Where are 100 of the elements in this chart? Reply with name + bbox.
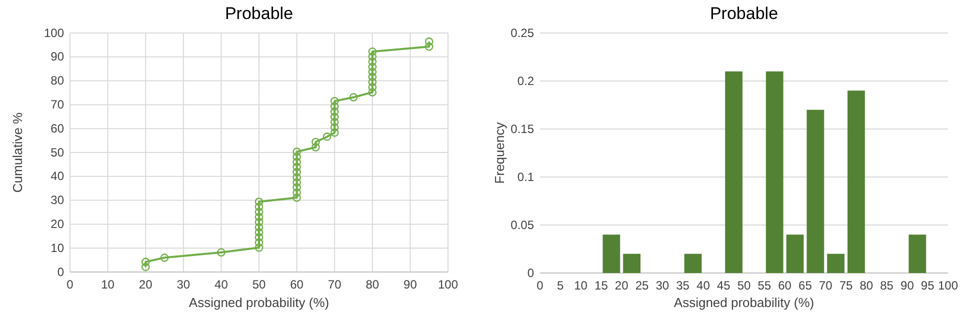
x-tick-label: 10 — [574, 278, 588, 293]
y-tick-label: 100 — [44, 26, 64, 40]
x-tick-label: 95 — [920, 278, 935, 293]
x-tick-label: 20 — [138, 278, 153, 292]
point — [424, 37, 434, 46]
point — [160, 254, 169, 262]
point — [292, 188, 301, 197]
point — [330, 123, 339, 132]
x-tick-label: 100 — [438, 278, 458, 292]
y-tick-label: 0.25 — [510, 26, 534, 40]
y-tick-label: 0.1 — [517, 170, 534, 184]
point — [349, 93, 358, 102]
point — [368, 83, 377, 92]
y-tick-label: 40 — [50, 169, 64, 184]
y-tick-label: 90 — [50, 50, 64, 64]
point — [217, 248, 226, 257]
y-tick-label: 20 — [50, 217, 64, 232]
x-tick-label: 70 — [818, 278, 833, 293]
x-tick-label: 90 — [900, 278, 914, 293]
x-tick-label: 50 — [252, 278, 266, 292]
point — [330, 107, 339, 116]
x-tick-label: 30 — [656, 278, 670, 293]
x-tick-label: 35 — [676, 278, 690, 293]
point — [254, 212, 264, 222]
point — [292, 178, 301, 187]
point — [312, 143, 320, 152]
x-tick-label: 0 — [66, 278, 74, 292]
y-tick-label: 0.2 — [517, 74, 534, 88]
point — [292, 168, 301, 176]
x-tick-label: 50 — [737, 278, 751, 293]
point — [292, 158, 301, 166]
point — [254, 218, 264, 226]
point — [330, 118, 339, 126]
x-tick-label: 60 — [778, 278, 792, 293]
point — [254, 243, 264, 252]
x-tick-label: 40 — [696, 278, 710, 293]
point — [330, 96, 339, 106]
x-tick-label: 15 — [594, 278, 608, 293]
chart-title: Probable — [224, 4, 294, 23]
x-tick-label: 65 — [798, 278, 812, 293]
point — [368, 88, 377, 96]
x-tick-label: 55 — [758, 278, 772, 293]
y-axis-title: Frequency — [492, 122, 507, 184]
point — [368, 78, 377, 86]
point — [330, 102, 339, 111]
x-tick-label: 45 — [716, 278, 731, 293]
x-tick-label: 80 — [860, 278, 874, 293]
point — [254, 228, 264, 236]
x-tick-label: 80 — [366, 278, 380, 292]
x-tick-label: 0 — [536, 278, 544, 293]
y-tick-label: 0 — [527, 266, 534, 280]
point — [141, 258, 150, 266]
chart-title: Probable — [710, 4, 778, 23]
y-tick-label: 0 — [57, 264, 64, 279]
y-axis-title: Cumulative % — [10, 112, 25, 193]
point — [368, 62, 377, 72]
point — [368, 47, 377, 56]
x-tick-label: 10 — [101, 278, 115, 292]
y-tick-label: 0.15 — [510, 122, 534, 136]
y-tick-label: 70 — [50, 98, 64, 112]
y-tick-label: 60 — [50, 121, 64, 136]
point — [368, 52, 377, 61]
point — [141, 262, 150, 272]
point — [254, 198, 264, 206]
x-tick-label: 5 — [557, 278, 564, 293]
x-tick-label: 20 — [614, 278, 629, 293]
point — [292, 173, 301, 182]
y-tick-label: 30 — [50, 193, 64, 208]
point — [254, 202, 264, 211]
y-tick-label: 10 — [50, 240, 64, 255]
point — [330, 128, 339, 137]
y-tick-label: 80 — [50, 74, 64, 88]
point — [330, 112, 339, 122]
x-tick-label: 100 — [938, 278, 958, 293]
y-tick-label: 0.05 — [510, 218, 534, 232]
point — [292, 194, 301, 202]
point — [292, 162, 301, 172]
point — [368, 58, 377, 66]
x-tick-label: 70 — [328, 278, 342, 292]
x-tick-label: 60 — [290, 278, 304, 292]
point — [368, 68, 377, 76]
point — [292, 183, 301, 192]
point — [368, 72, 377, 82]
point — [254, 223, 264, 232]
x-axis-title: Assigned probability (%) — [188, 295, 330, 310]
point — [292, 152, 301, 161]
point — [424, 42, 434, 51]
x-tick-label: 30 — [176, 278, 190, 292]
point — [322, 132, 332, 141]
x-axis-title: Assigned probability (%) — [674, 295, 814, 310]
point — [312, 138, 320, 146]
x-tick-label: 85 — [880, 278, 894, 293]
point — [254, 208, 264, 216]
y-tick-label: 50 — [50, 145, 64, 160]
x-tick-label: 40 — [214, 278, 228, 292]
point — [292, 148, 301, 156]
point — [254, 233, 264, 242]
x-tick-label: 75 — [839, 278, 853, 293]
point — [254, 238, 264, 247]
x-tick-label: 25 — [635, 278, 649, 293]
